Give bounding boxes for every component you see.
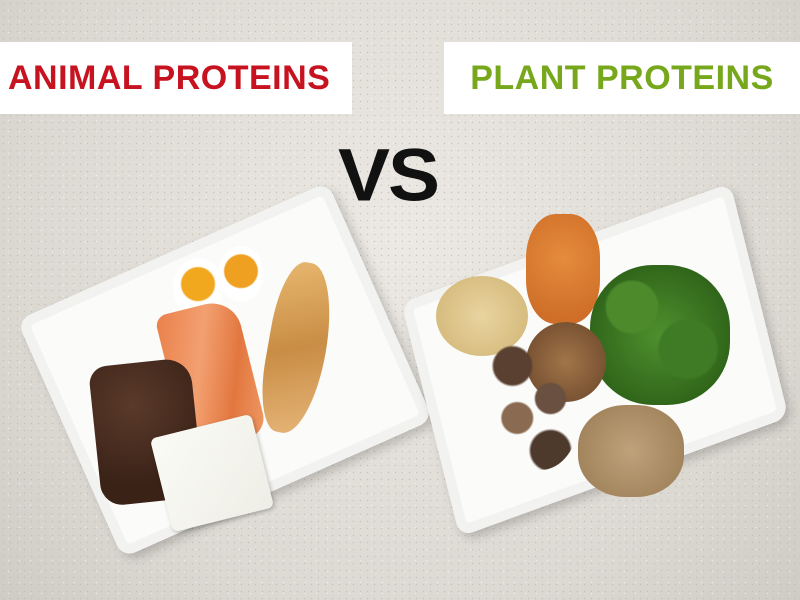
quinoa: [578, 405, 684, 497]
broccoli: [590, 265, 730, 405]
mushrooms: [484, 340, 579, 470]
plant-proteins-label: PLANT PROTEINS: [444, 42, 800, 114]
animal-proteins-text: ANIMAL PROTEINS: [8, 58, 331, 97]
vs-text: VS: [338, 133, 440, 217]
boiled-egg: [218, 246, 264, 302]
sweet-potato-mash: [526, 214, 600, 324]
plant-proteins-text: PLANT PROTEINS: [470, 58, 774, 97]
animal-proteins-label: ANIMAL PROTEINS: [0, 42, 352, 114]
